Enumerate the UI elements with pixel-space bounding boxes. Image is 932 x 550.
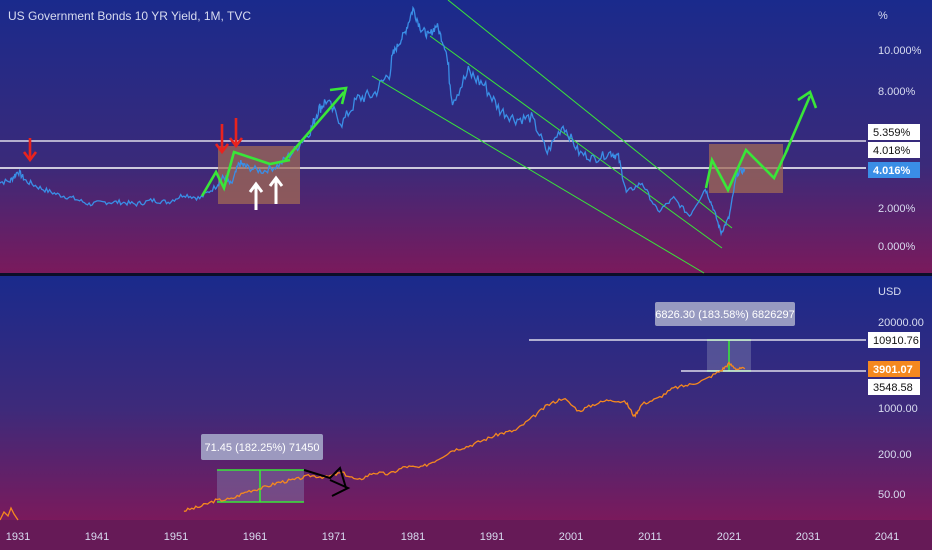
time-axis-tick-label: 1981 — [401, 531, 425, 543]
top-y-axis[interactable]: 10.000% 8.000% 2.000% 0.000% — [878, 45, 922, 253]
time-axis-tick-label: 1931 — [6, 531, 30, 543]
bottom-y-tick-label: 200.00 — [878, 449, 912, 461]
price-level-label[interactable]: 5.359% — [868, 124, 920, 140]
time-axis-tick-label: 2011 — [638, 531, 662, 543]
time-axis-tick-label: 1991 — [480, 531, 504, 543]
measure-tooltip-2020s[interactable]: 6826.30 (183.58%) 6826297 — [655, 302, 795, 326]
price-label-text: 4.016% — [873, 165, 911, 177]
price-label-text: 10910.76 — [873, 335, 919, 347]
top-y-tick-label: 8.000% — [878, 86, 916, 98]
time-axis-tick-label: 1971 — [322, 531, 346, 543]
index-series-line[interactable] — [183, 361, 746, 512]
price-label-text: 3901.07 — [873, 364, 913, 376]
time-axis-tick-label: 1961 — [243, 531, 267, 543]
pane-separator[interactable] — [0, 273, 932, 276]
yield-series-line[interactable] — [0, 5, 746, 237]
channel-upper-line[interactable] — [447, 0, 733, 229]
top-pane-background — [0, 0, 932, 273]
projection-arrow-1970s-head[interactable] — [329, 86, 348, 105]
channel-middle-line[interactable] — [429, 35, 723, 249]
top-y-tick-label: 2.000% — [878, 203, 916, 215]
red-arrow-down-icon[interactable] — [228, 118, 244, 149]
projection-path-1960s[interactable] — [200, 150, 291, 197]
measure-box-2020s[interactable] — [707, 339, 751, 372]
current-price-label[interactable]: 4.016% — [868, 162, 920, 178]
time-axis-tick-label: 2041 — [875, 531, 899, 543]
index-series-early-segment[interactable] — [0, 506, 19, 521]
top-price-labels: 5.359% 4.018% 4.016% — [868, 124, 920, 178]
price-level-label[interactable]: 4.018% — [868, 142, 920, 158]
price-label-text: 4.018% — [873, 145, 911, 157]
time-axis[interactable]: 1931 1941 1951 1961 1971 1981 1991 2001 2011 2021… — [6, 531, 899, 543]
projection-arrow-1970s[interactable] — [284, 91, 345, 161]
current-price-label[interactable]: 3901.07 — [868, 361, 920, 377]
black-zigzag-arrow[interactable] — [303, 466, 347, 489]
svg-text:71.45 (182.25%) 71450: 71.45 (182.25%) 71450 — [205, 442, 320, 454]
bottom-y-tick-label: 50.00 — [878, 489, 906, 501]
time-axis-tick-label: 2031 — [796, 531, 820, 543]
time-axis-tick-label: 1941 — [85, 531, 109, 543]
bottom-unit-label: USD — [878, 286, 901, 298]
measure-box-1960s[interactable] — [217, 469, 304, 503]
projection-arrow-2030s[interactable] — [784, 95, 812, 153]
bottom-y-axis[interactable]: 20000.00 1000.00 200.00 50.00 — [878, 317, 924, 501]
time-axis-background — [0, 520, 932, 550]
measure-tooltip-1960s[interactable]: 71.45 (182.25%) 71450 — [201, 434, 323, 460]
bottom-y-tick-label: 1000.00 — [878, 403, 918, 415]
time-axis-tick-label: 1951 — [164, 531, 188, 543]
price-level-label[interactable]: 3548.58 — [868, 379, 920, 395]
red-arrow-down-icon[interactable] — [22, 138, 38, 163]
bottom-price-labels: 10910.76 3901.07 3548.58 — [868, 332, 920, 395]
price-label-text: 5.359% — [873, 127, 911, 139]
projection-path-2020s[interactable] — [704, 147, 790, 193]
svg-text:6826.30 (183.58%) 6826297: 6826.30 (183.58%) 6826297 — [655, 309, 794, 321]
time-axis-tick-label: 2001 — [559, 531, 583, 543]
price-label-text: 3548.58 — [873, 382, 913, 394]
projection-arrow-2030s-head[interactable] — [797, 90, 818, 109]
top-y-tick-label: 10.000% — [878, 45, 922, 57]
black-zigzag-arrow-head[interactable] — [329, 479, 351, 497]
bottom-y-tick-label: 20000.00 — [878, 317, 924, 329]
price-level-label[interactable]: 10910.76 — [868, 332, 920, 348]
red-arrow-down-icon[interactable] — [214, 124, 230, 155]
white-arrow-up-icon[interactable] — [268, 175, 284, 204]
time-axis-tick-label: 2021 — [717, 531, 741, 543]
white-arrow-up-icon[interactable] — [248, 181, 264, 210]
top-unit-label: % — [878, 10, 888, 22]
top-y-tick-label: 0.000% — [878, 241, 916, 253]
channel-lower-line[interactable] — [371, 75, 705, 274]
chart-title: US Government Bonds 10 YR Yield, 1M, TVC — [8, 9, 251, 23]
